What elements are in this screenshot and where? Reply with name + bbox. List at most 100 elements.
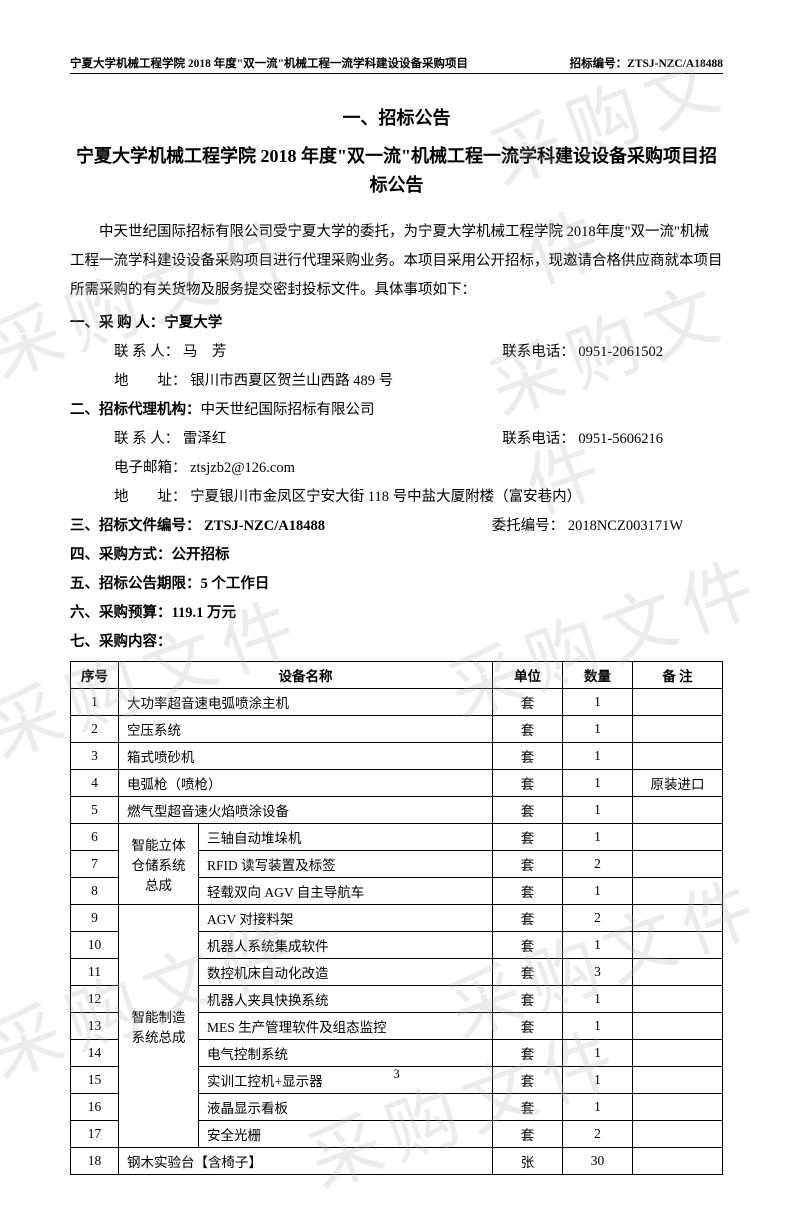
cell-name: 电气控制系统 [199,1039,493,1066]
cell-note [633,796,723,823]
addr-label: 地 址： [114,373,187,389]
cell-note [633,823,723,850]
cell-name: 钢木实验台【含椅子】 [119,1147,493,1174]
cell-unit: 套 [493,796,563,823]
agency-name: 中天世纪国际招标有限公司 [201,396,375,425]
phone-value: 0951-5606216 [578,431,663,447]
cell-unit: 套 [493,850,563,877]
th-qty: 数量 [563,661,633,688]
equipment-table: 序号 设备名称 单位 数量 备 注 1 大功率超音速电弧喷涂主机 套 1 2 空… [70,661,723,1175]
cell-qty: 1 [563,985,633,1012]
cell-name: MES 生产管理软件及组态监控 [199,1012,493,1039]
entrust-label: 委托编号： [492,518,565,534]
cell-unit: 套 [493,823,563,850]
cell-idx: 2 [71,715,119,742]
doc-no-label: 三、招标文件编号： [70,518,201,534]
cell-unit: 套 [493,1039,563,1066]
header-left: 宁夏大学机械工程学院 2018 年度"双一流"机械工程一流学科建设设备采购项目 [70,55,468,71]
cell-name: 数控机床自动化改造 [199,958,493,985]
main-title: 宁夏大学机械工程学院 2018 年度"双一流"机械工程一流学科建设设备采购项目招… [70,142,723,200]
cell-name: 轻载双向 AGV 自主导航车 [199,877,493,904]
th-unit: 单位 [493,661,563,688]
cell-name: 安全光栅 [199,1120,493,1147]
contact-name: 马 芳 [183,344,227,360]
cell-name: 液晶显示看板 [199,1093,493,1120]
cell-unit: 张 [493,1147,563,1174]
page-header: 宁夏大学机械工程学院 2018 年度"双一流"机械工程一流学科建设设备采购项目 … [70,55,723,74]
cell-name: 机器人夹具快换系统 [199,985,493,1012]
cell-unit: 套 [493,958,563,985]
cell-group: 智能立体仓储系统总成 [119,823,199,904]
cell-note [633,958,723,985]
cell-name: RFID 读写装置及标签 [199,850,493,877]
budget-label: 六、采购预算： [70,599,172,628]
entrust-value: 2018NCZ003171W [568,518,683,534]
cell-unit: 套 [493,1120,563,1147]
cell-name: 空压系统 [119,715,493,742]
cell-idx: 18 [71,1147,119,1174]
cell-qty: 1 [563,715,633,742]
cell-qty: 1 [563,877,633,904]
table-row: 18 钢木实验台【含椅子】 张 30 [71,1147,723,1174]
purchaser-label: 一、采 购 人： [70,309,164,338]
cell-idx: 4 [71,769,119,796]
cell-note [633,985,723,1012]
th-note: 备 注 [633,661,723,688]
cell-qty: 1 [563,688,633,715]
page-number: 3 [0,1066,793,1082]
cell-qty: 2 [563,904,633,931]
method-value: 公开招标 [172,541,230,570]
cell-unit: 套 [493,769,563,796]
cell-note [633,1093,723,1120]
cell-qty: 1 [563,1039,633,1066]
cell-name: 燃气型超音速火焰喷涂设备 [119,796,493,823]
cell-qty: 1 [563,931,633,958]
cell-qty: 3 [563,958,633,985]
cell-note [633,931,723,958]
contact-label: 联 系 人： [114,344,179,360]
cell-name: 电弧枪（喷枪） [119,769,493,796]
cell-unit: 套 [493,1012,563,1039]
cell-idx: 16 [71,1093,119,1120]
cell-note [633,1039,723,1066]
cell-idx: 9 [71,904,119,931]
cell-idx: 8 [71,877,119,904]
cell-note [633,742,723,769]
cell-qty: 1 [563,796,633,823]
cell-qty: 1 [563,1093,633,1120]
cell-note [633,688,723,715]
section-number: 一、招标公告 [70,104,723,130]
cell-unit: 套 [493,904,563,931]
period-label: 五、招标公告期限： [70,570,201,599]
table-row: 5 燃气型超音速火焰喷涂设备 套 1 [71,796,723,823]
cell-unit: 套 [493,1093,563,1120]
cell-idx: 1 [71,688,119,715]
contact-name: 雷泽红 [183,431,227,447]
table-row: 2 空压系统 套 1 [71,715,723,742]
phone-label: 联系电话： [502,344,575,360]
cell-name: AGV 对接料架 [199,904,493,931]
cell-qty: 1 [563,742,633,769]
cell-name: 箱式喷砂机 [119,742,493,769]
table-row: 6智能立体仓储系统总成三轴自动堆垛机 套 1 [71,823,723,850]
cell-idx: 3 [71,742,119,769]
cell-name: 三轴自动堆垛机 [199,823,493,850]
intro-text: 中天世纪国际招标有限公司受宁夏大学的委托，为宁夏大学机械工程学院 2018年度"… [70,218,723,305]
period-row: 五、招标公告期限： 5 个工作日 [70,570,723,599]
cell-idx: 14 [71,1039,119,1066]
content-label: 七、采购内容： [70,628,172,657]
period-value: 5 个工作日 [201,570,270,599]
phone-label: 联系电话： [502,431,575,447]
cell-idx: 7 [71,850,119,877]
agency-contact-row: 联 系 人： 雷泽红 联系电话： 0951-5606216 [70,425,723,454]
agency-email-row: 电子邮箱： ztsjzb2@126.com [70,454,723,483]
cell-idx: 11 [71,958,119,985]
purchaser-addr-row: 地 址： 银川市西夏区贺兰山西路 489 号 [70,367,723,396]
agency-label: 二、招标代理机构： [70,396,201,425]
email-label: 电子邮箱： [114,460,187,476]
cell-qty: 2 [563,850,633,877]
purchaser-contact-row: 联 系 人： 马 芳 联系电话： 0951-2061502 [70,338,723,367]
method-row: 四、采购方式： 公开招标 [70,541,723,570]
cell-qty: 1 [563,1012,633,1039]
budget-value: 119.1 万元 [172,599,236,628]
